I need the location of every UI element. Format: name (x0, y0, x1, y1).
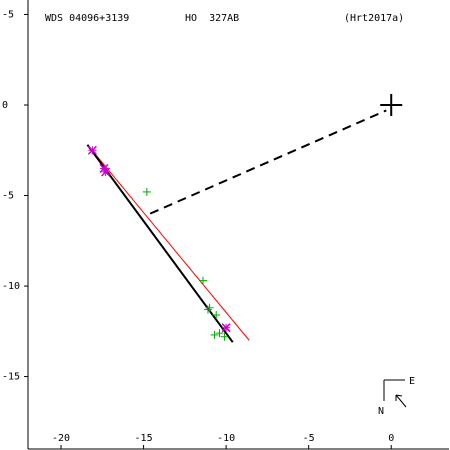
motion-arrow-shaft (395, 394, 407, 408)
orbit-layer (86, 94, 403, 343)
plot-frame (27, 0, 449, 450)
discoverer-designation: HO 327AB (185, 13, 239, 24)
observation-plus (212, 311, 221, 320)
observation-plus (203, 305, 212, 314)
x-tick-label: -10 (217, 433, 235, 444)
observation-plus (199, 276, 208, 285)
observation-plus (215, 329, 224, 338)
y-tick-label: -5 (2, 191, 14, 202)
motion-arrow-head-b (395, 394, 403, 397)
y-tick-label: -5 (2, 9, 14, 20)
wds-identifier: WDS 04096+3139 (45, 13, 129, 24)
orbit-reference: (Hrt2017a) (344, 13, 404, 24)
x-tick-label: -15 (135, 433, 153, 444)
orbit-fit-black (86, 144, 234, 343)
y-tick-label: -15 (2, 372, 20, 383)
compass-north-label: N (378, 406, 384, 417)
observation-plus (205, 303, 214, 312)
x-tick-label: 0 (388, 433, 394, 444)
observation-plus (142, 187, 151, 196)
orbit-fit-red (88, 146, 250, 341)
compass-rose: N E (378, 376, 415, 417)
observation-star (221, 323, 231, 333)
compass-east-label: E (409, 376, 415, 387)
axis-ticks: -20 -15 -10 -5 0 -5 0 -5 -10 -15 (2, 9, 394, 449)
observation-layer (87, 145, 231, 341)
x-tick-label: -20 (52, 433, 70, 444)
y-tick-label: 0 (2, 100, 8, 111)
observation-star (101, 167, 111, 177)
observation-plus (210, 330, 219, 339)
y-tick-label: -10 (2, 281, 20, 292)
x-tick-label: -5 (303, 433, 315, 444)
periastron-link (149, 109, 387, 215)
observation-star (87, 145, 97, 155)
observation-plus (220, 332, 229, 341)
